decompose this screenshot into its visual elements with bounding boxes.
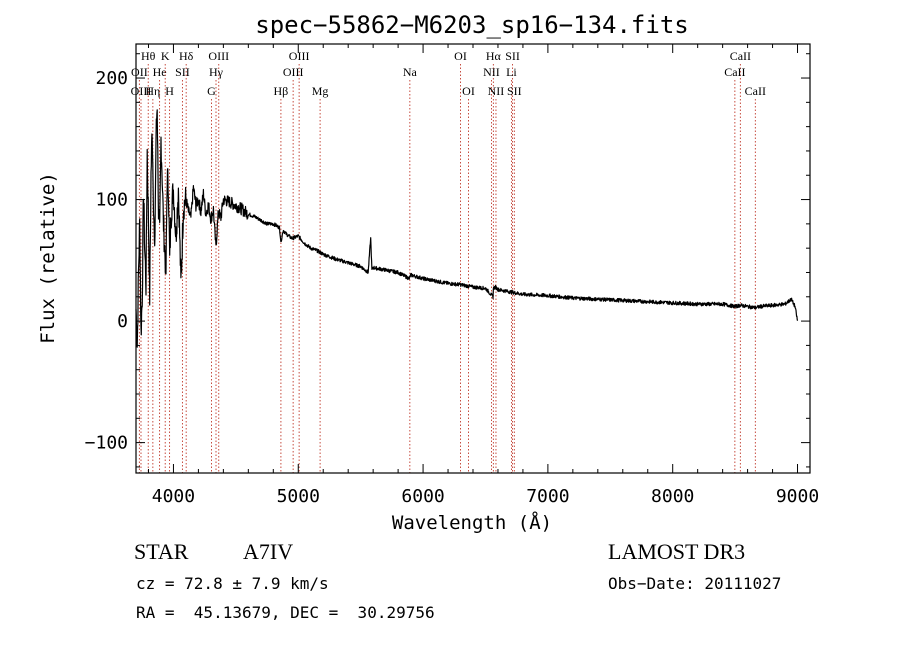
observation-date: Obs−Date: 20111027 [608, 574, 782, 593]
x-axis-label: Wavelength (Å) [392, 511, 552, 534]
reference-line-label: Hδ [179, 49, 194, 63]
reference-line-label: SII [505, 49, 520, 63]
x-tick-label: 6000 [401, 486, 444, 507]
reference-line-label: He [153, 65, 167, 79]
coordinates: RA = 45.13679, DEC = 30.29756 [136, 603, 435, 622]
object-subclass: A7IV [243, 539, 294, 564]
reference-line-label: OI [462, 84, 475, 98]
reference-line-label: OI [454, 49, 467, 63]
x-tick-label: 5000 [277, 486, 320, 507]
spectrum-line [135, 109, 799, 348]
survey-name: LAMOST DR3 [608, 539, 746, 564]
reference-line-label: SII [507, 84, 522, 98]
reference-line-label: OIII [289, 49, 310, 63]
reference-line-label: NII [488, 84, 505, 98]
plot-frame [135, 43, 811, 474]
y-tick-label: 100 [95, 190, 128, 211]
x-tick-label: 4000 [152, 486, 195, 507]
y-axis-label: Flux (relative) [37, 172, 59, 344]
y-tick-label: 0 [117, 311, 128, 332]
reference-line-label: CaII [724, 65, 745, 79]
y-tick-label: 200 [95, 68, 128, 89]
reference-line-label: Hα [486, 49, 502, 63]
reference-line-label: NII [483, 65, 500, 79]
reference-line-label: OII [131, 65, 148, 79]
reference-line-label: Hθ [141, 49, 156, 63]
reference-line-label: H [165, 84, 174, 98]
x-tick-label: 9000 [776, 486, 819, 507]
redshift-velocity: cz = 72.8 ± 7.9 km/s [136, 574, 329, 593]
x-tick-label: 8000 [651, 486, 694, 507]
reference-line-label: Li [506, 65, 517, 79]
reference-line-label: OIII [208, 49, 229, 63]
object-class: STAR [134, 539, 189, 564]
axis-ticks: 4000 5000 6000 7000 8000 9000 −100 0 100 200 [85, 44, 819, 507]
reference-line-label: SII [175, 65, 190, 79]
chart-title: spec−55862−M6203_sp16−134.fits [255, 11, 688, 39]
reference-line-label: Mg [312, 84, 329, 98]
reference-line-label: Hγ [209, 65, 224, 79]
y-tick-label: −100 [85, 433, 128, 454]
reference-line-label: CaII [745, 84, 766, 98]
reference-line-label: Hβ [274, 84, 289, 98]
reference-line-label: OIII [283, 65, 304, 79]
reference-line-label: CaII [730, 49, 751, 63]
reference-line-label: G [207, 84, 216, 98]
x-tick-label: 7000 [526, 486, 569, 507]
reference-line-label: Hη [145, 84, 160, 98]
reference-line-label: Na [403, 65, 418, 79]
reference-line-label: K [161, 49, 170, 63]
